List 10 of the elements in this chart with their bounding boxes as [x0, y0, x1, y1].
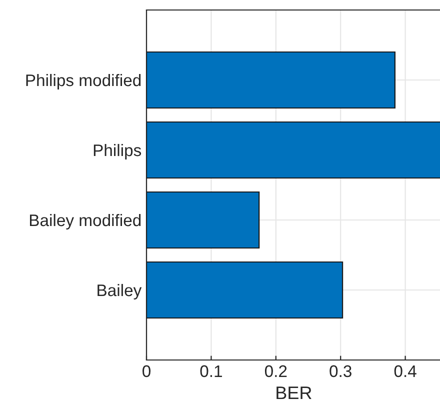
y-tick-label: Bailey [98, 284, 142, 300]
y-tick-label: Philips modified [26, 74, 141, 90]
x-tick-label: 0.1 [200, 365, 222, 378]
x-tick-label: 0 [142, 365, 150, 378]
x-tick-label: 0.2 [264, 365, 287, 378]
x-tick-label: 0.3 [330, 365, 352, 378]
y-tick-label: Bailey modified [30, 214, 141, 230]
x-tick-label: 0.4 [394, 365, 416, 378]
x-axis-title: BER [276, 386, 312, 400]
y-tick-label: Philips [94, 144, 142, 160]
